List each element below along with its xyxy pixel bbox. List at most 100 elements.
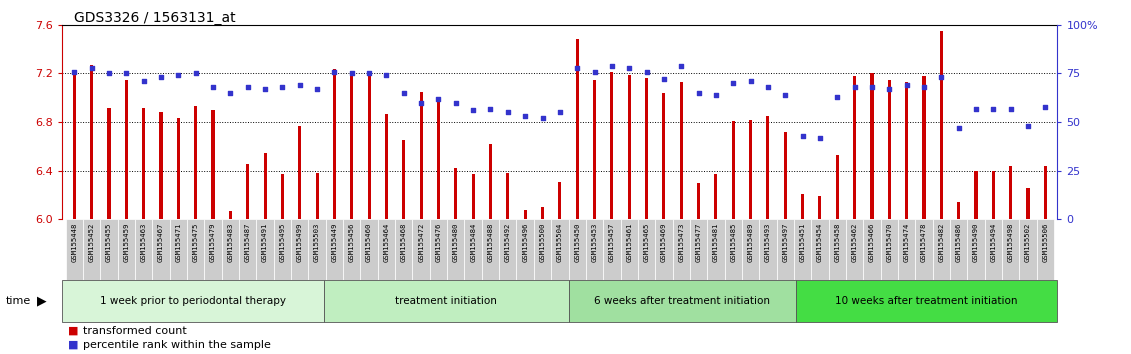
Bar bbox=[274, 219, 291, 280]
Text: GSM155468: GSM155468 bbox=[400, 222, 407, 262]
Bar bbox=[159, 113, 163, 219]
Text: GSM155492: GSM155492 bbox=[504, 222, 511, 262]
Bar bbox=[361, 219, 378, 280]
Bar bbox=[863, 219, 881, 280]
Bar bbox=[586, 219, 603, 280]
Bar bbox=[603, 219, 621, 280]
Text: GSM155500: GSM155500 bbox=[539, 222, 545, 262]
Bar bbox=[795, 280, 1057, 322]
Text: GSM155494: GSM155494 bbox=[991, 222, 996, 262]
Bar bbox=[211, 110, 215, 219]
Text: GSM155453: GSM155453 bbox=[592, 222, 597, 262]
Text: GSM155459: GSM155459 bbox=[123, 222, 129, 262]
Point bbox=[776, 92, 794, 98]
Bar bbox=[291, 219, 309, 280]
Bar bbox=[957, 202, 960, 219]
Text: GSM155452: GSM155452 bbox=[88, 222, 95, 262]
Bar bbox=[465, 219, 482, 280]
Bar bbox=[628, 75, 631, 219]
Point bbox=[863, 84, 881, 90]
Point bbox=[898, 82, 916, 88]
Bar bbox=[611, 72, 613, 219]
Bar bbox=[83, 219, 101, 280]
Point bbox=[551, 110, 569, 115]
Text: 6 weeks after treatment initiation: 6 weeks after treatment initiation bbox=[594, 296, 770, 306]
Point bbox=[430, 96, 448, 102]
Point bbox=[100, 71, 118, 76]
Bar bbox=[62, 280, 325, 322]
Bar bbox=[1044, 166, 1047, 219]
Text: GSM155460: GSM155460 bbox=[366, 222, 372, 262]
Point bbox=[360, 71, 378, 76]
Bar bbox=[915, 219, 933, 280]
Text: ▶: ▶ bbox=[37, 295, 48, 307]
Point bbox=[516, 114, 534, 119]
Point bbox=[187, 71, 205, 76]
Bar bbox=[264, 153, 267, 219]
Point bbox=[222, 90, 240, 96]
Bar bbox=[569, 219, 586, 280]
Text: GSM155490: GSM155490 bbox=[973, 222, 979, 262]
Bar bbox=[871, 73, 873, 219]
Text: GSM155469: GSM155469 bbox=[661, 222, 667, 262]
Point bbox=[950, 125, 968, 131]
Text: GSM155449: GSM155449 bbox=[331, 222, 337, 262]
Point bbox=[915, 84, 933, 90]
Bar bbox=[135, 219, 153, 280]
Bar bbox=[351, 73, 353, 219]
Text: GSM155466: GSM155466 bbox=[869, 222, 875, 262]
Bar bbox=[777, 219, 794, 280]
Text: GSM155473: GSM155473 bbox=[679, 222, 684, 262]
Text: GSM155498: GSM155498 bbox=[1008, 222, 1013, 262]
Bar bbox=[801, 194, 804, 219]
Bar bbox=[420, 92, 423, 219]
Point bbox=[378, 73, 396, 78]
Bar bbox=[222, 219, 239, 280]
Bar bbox=[593, 80, 596, 219]
Bar bbox=[829, 219, 846, 280]
Bar bbox=[170, 219, 187, 280]
Point bbox=[707, 92, 725, 98]
Text: transformed count: transformed count bbox=[83, 326, 187, 336]
Bar bbox=[455, 169, 457, 219]
Bar bbox=[205, 219, 222, 280]
Text: GSM155493: GSM155493 bbox=[765, 222, 771, 262]
Point bbox=[83, 65, 101, 70]
Point bbox=[638, 69, 656, 74]
Bar bbox=[228, 211, 232, 219]
Text: GSM155499: GSM155499 bbox=[296, 222, 303, 262]
Point bbox=[152, 75, 170, 80]
Point bbox=[984, 106, 1002, 112]
Bar bbox=[507, 173, 509, 219]
Bar bbox=[309, 219, 326, 280]
Text: GSM155462: GSM155462 bbox=[852, 222, 857, 262]
Bar bbox=[437, 97, 440, 219]
Bar bbox=[1037, 219, 1054, 280]
Bar bbox=[1002, 219, 1019, 280]
Text: GSM155489: GSM155489 bbox=[748, 222, 753, 262]
Bar bbox=[482, 219, 499, 280]
Bar bbox=[811, 219, 829, 280]
Point bbox=[967, 106, 985, 112]
Point bbox=[759, 84, 777, 90]
Bar bbox=[368, 73, 371, 219]
Text: ■: ■ bbox=[68, 326, 78, 336]
Text: GSM155477: GSM155477 bbox=[696, 222, 701, 262]
Bar bbox=[569, 280, 795, 322]
Text: percentile rank within the sample: percentile rank within the sample bbox=[83, 340, 270, 350]
Bar bbox=[343, 219, 361, 280]
Text: GSM155479: GSM155479 bbox=[210, 222, 216, 262]
Bar bbox=[72, 70, 76, 219]
Bar bbox=[447, 219, 465, 280]
Bar bbox=[247, 164, 249, 219]
Bar bbox=[1009, 166, 1012, 219]
Point bbox=[672, 63, 690, 69]
Bar bbox=[923, 76, 925, 219]
Point bbox=[66, 69, 84, 74]
Text: GSM155463: GSM155463 bbox=[140, 222, 147, 262]
Text: GSM155483: GSM155483 bbox=[227, 222, 233, 262]
Text: GSM155497: GSM155497 bbox=[783, 222, 788, 262]
Bar bbox=[499, 219, 517, 280]
Text: GSM155504: GSM155504 bbox=[556, 222, 563, 262]
Bar bbox=[333, 69, 336, 219]
